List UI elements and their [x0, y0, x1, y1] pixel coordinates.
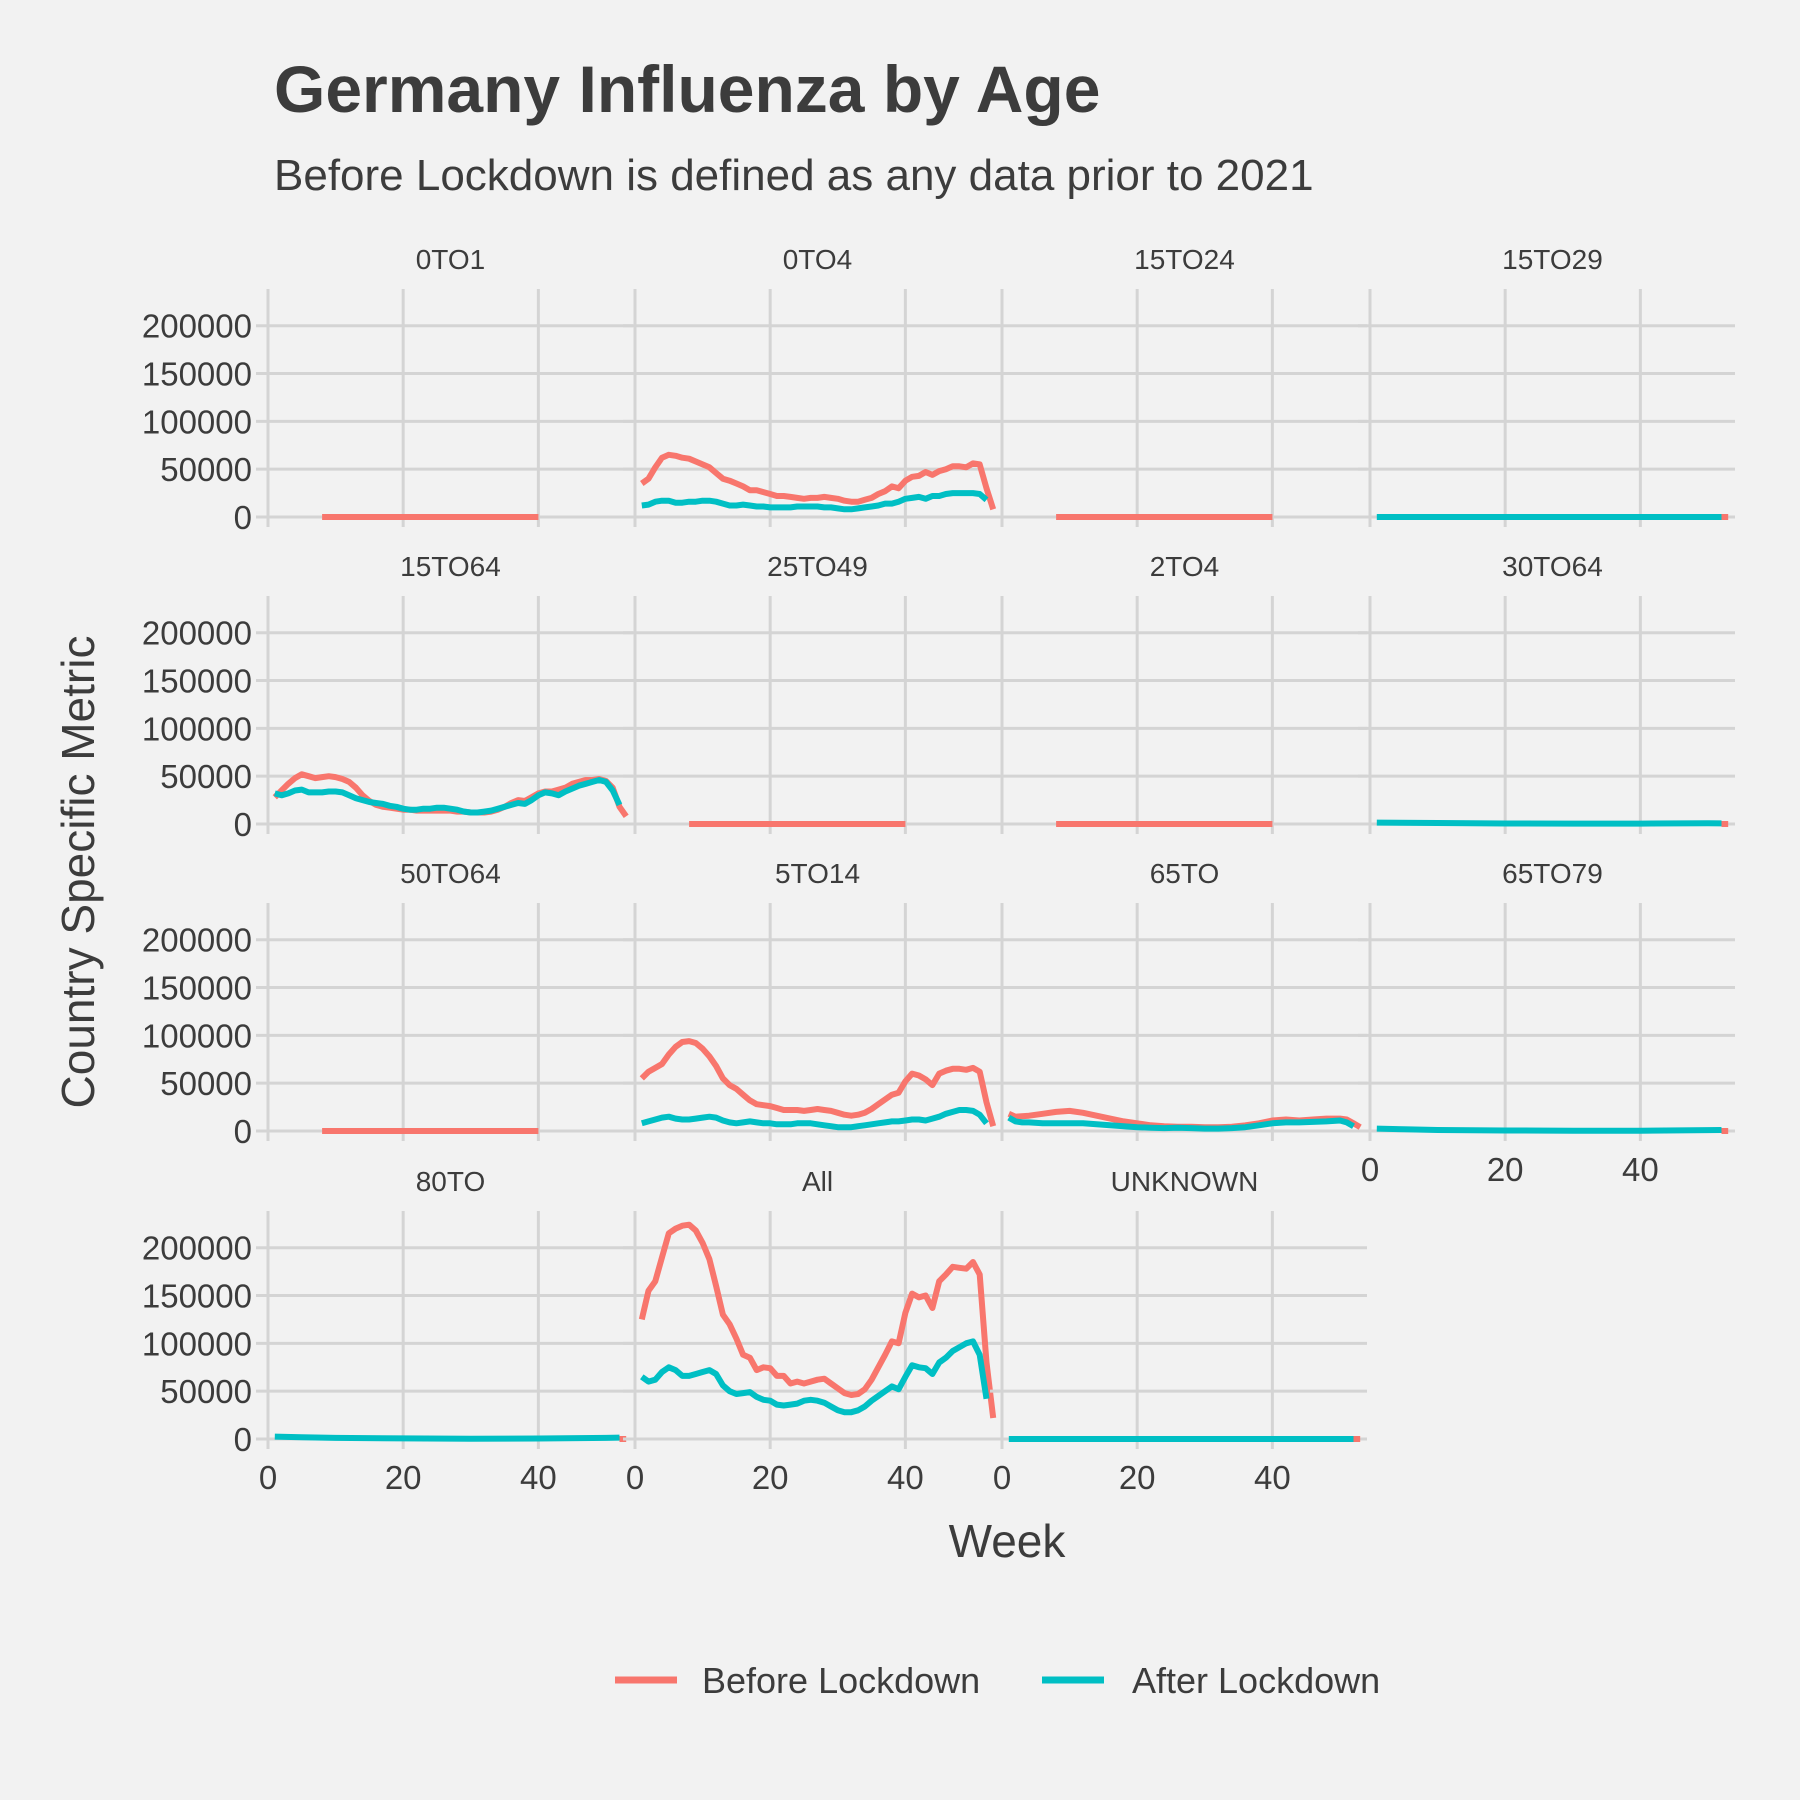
x-tick-label: 40	[1622, 1151, 1659, 1188]
y-tick-label: 50000	[160, 758, 252, 795]
panel-5to14: 5TO14	[623, 858, 1000, 1141]
panel-15to64: 15TO64 0 50000 100000 150000 200000	[142, 551, 633, 843]
x-tick-label: 0	[1361, 1151, 1379, 1188]
series-line-after-lockdown	[1007, 1114, 1355, 1132]
x-tick-label: 0	[993, 1459, 1011, 1496]
series-line-after-lockdown	[640, 1107, 989, 1131]
panel-label-all: All	[802, 1166, 833, 1197]
y-tick-label: 200000	[142, 1230, 252, 1267]
panel-label-2to4: 2TO4	[1150, 551, 1220, 582]
y-tick-label: 150000	[142, 1278, 252, 1315]
x-tick-label: 40	[520, 1459, 557, 1496]
y-tick-label: 200000	[142, 615, 252, 652]
series-line-after-lockdown	[1376, 819, 1722, 827]
panel-label-0to4: 0TO4	[783, 244, 853, 275]
panel-label-50to64: 50TO64	[400, 858, 501, 889]
series-line-after-lockdown	[1376, 1125, 1722, 1134]
panel-50to64: 50TO64 0 50000 100000 150000 200000	[142, 858, 633, 1150]
y-tick-label: 100000	[142, 403, 252, 440]
x-axis-title: Week	[949, 1515, 1067, 1567]
y-tick-label: 50000	[160, 451, 252, 488]
panel-unknown: UNKNOWN 0 20 40	[990, 1166, 1367, 1496]
legend: Before Lockdown After Lockdown	[615, 1660, 1380, 1701]
panel-25to49: 25TO49	[623, 551, 1000, 834]
y-tick-label: 50000	[160, 1373, 252, 1410]
y-tick-label: 50000	[160, 1065, 252, 1102]
y-tick-label: 150000	[142, 970, 252, 1007]
series-line-after-lockdown	[273, 777, 623, 816]
x-tick-label: 20	[752, 1459, 789, 1496]
legend-label-after: After Lockdown	[1132, 1660, 1380, 1701]
panel-label-25to49: 25TO49	[767, 551, 868, 582]
y-tick-label: 100000	[142, 710, 252, 747]
series-line-before-lockdown	[638, 1221, 997, 1419]
panel-label-unknown: UNKNOWN	[1111, 1166, 1259, 1197]
panel-label-5to14: 5TO14	[775, 858, 860, 889]
panel-2to4: 2TO4	[990, 551, 1367, 834]
panel-15to24: 15TO24	[990, 244, 1367, 527]
panel-label-80to: 80TO	[416, 1166, 486, 1197]
x-tick-label: 40	[887, 1459, 924, 1496]
series-line-after-lockdown	[641, 490, 989, 513]
x-tick-label: 0	[626, 1459, 644, 1496]
chart-title: Germany Influenza by Age	[274, 52, 1100, 126]
x-tick-label: 20	[1487, 1151, 1524, 1188]
panel-all: All 0 20 40	[623, 1166, 1000, 1496]
y-tick-label: 100000	[142, 1325, 252, 1362]
x-tick-label: 40	[1254, 1459, 1291, 1496]
panel-15to29: 15TO29	[1358, 244, 1735, 527]
y-tick-label: 0	[234, 1113, 252, 1150]
y-tick-label: 150000	[142, 356, 252, 393]
y-axis-title: Country Specific Metric	[52, 636, 104, 1109]
panel-label-0to1: 0TO1	[416, 244, 486, 275]
y-tick-label: 150000	[142, 663, 252, 700]
panel-label-65to79: 65TO79	[1502, 858, 1603, 889]
panel-0to4: 0TO4	[623, 244, 1000, 527]
series-line-before-lockdown	[639, 1038, 997, 1128]
x-tick-label: 20	[385, 1459, 422, 1496]
panel-0to1: 0TO1 0 50000 100000 150000 200000	[142, 244, 633, 536]
panel-label-15to29: 15TO29	[1502, 244, 1603, 275]
y-tick-label: 100000	[142, 1017, 252, 1054]
series-line-after-lockdown	[274, 1433, 620, 1442]
series-line-before-lockdown	[640, 451, 997, 511]
panel-65to79: 65TO79 0 20 40	[1358, 858, 1735, 1188]
panel-label-15to64: 15TO64	[400, 551, 501, 582]
y-tick-label: 0	[234, 806, 252, 843]
x-tick-label: 0	[259, 1459, 277, 1496]
x-tick-label: 20	[1119, 1459, 1156, 1496]
panel-65to: 65TO	[990, 858, 1367, 1141]
panel-label-15to24: 15TO24	[1134, 244, 1235, 275]
y-tick-label: 200000	[142, 308, 252, 345]
panel-80to: 80TO 0 50000 100000 150000 200000 0 20 40	[142, 1166, 633, 1496]
panel-30to64: 30TO64	[1358, 551, 1735, 834]
series-line-after-lockdown	[640, 1338, 990, 1416]
panel-label-30to64: 30TO64	[1502, 551, 1603, 582]
chart-subtitle: Before Lockdown is defined as any data p…	[274, 151, 1314, 200]
panel-label-65to: 65TO	[1150, 858, 1220, 889]
legend-label-before: Before Lockdown	[702, 1660, 980, 1701]
y-tick-label: 200000	[142, 922, 252, 959]
y-tick-label: 0	[234, 1421, 252, 1458]
y-tick-label: 0	[234, 499, 252, 536]
